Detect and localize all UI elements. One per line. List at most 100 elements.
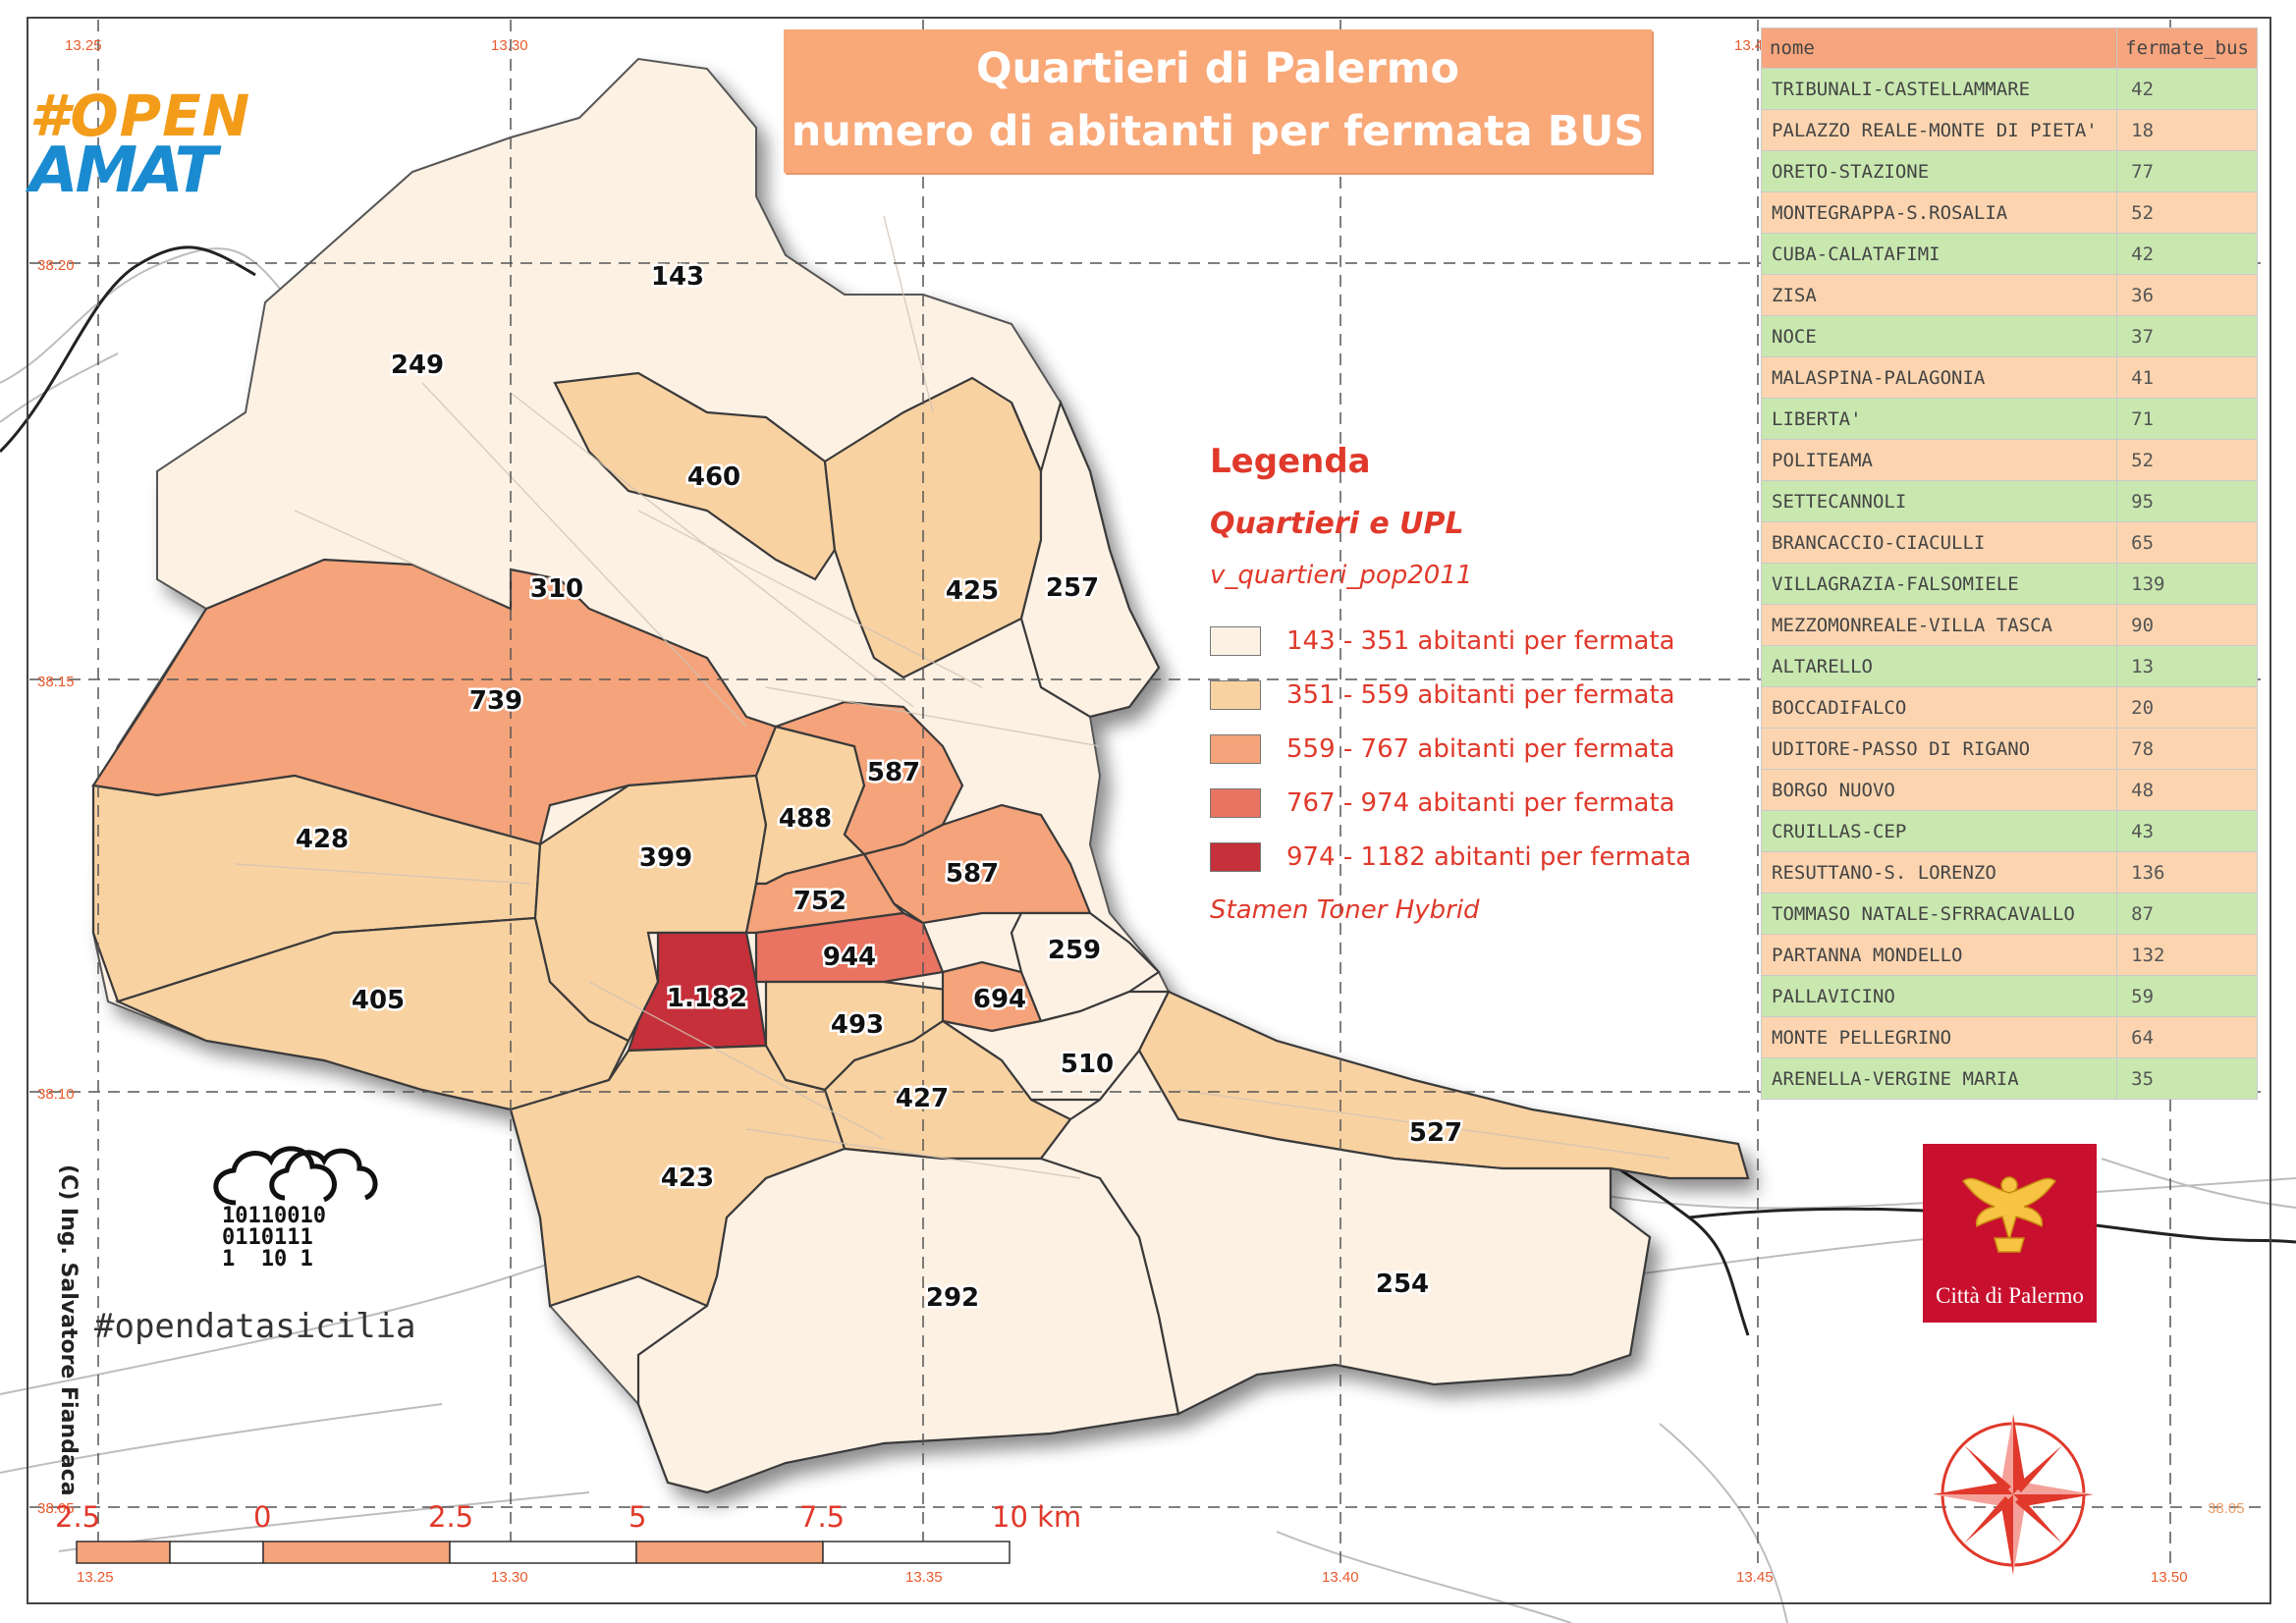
- legend-item: 143 - 351 abitanti per fermata: [1210, 614, 1721, 668]
- table-row: BORGO NUOVO 48: [1760, 769, 2258, 811]
- legend-swatch: [1210, 787, 1261, 818]
- table-row: CUBA-CALATAFIMI 42: [1760, 233, 2258, 275]
- legend-item: 974 - 1182 abitanti per fermata: [1210, 830, 1721, 884]
- legend-label: 143 - 351 abitanti per fermata: [1286, 625, 1675, 656]
- cell-fermate: 52: [2116, 439, 2258, 481]
- value-label: 405: [352, 986, 405, 1015]
- value-label: 292: [926, 1283, 979, 1313]
- value-label: 488: [779, 804, 832, 834]
- value-label: 254: [1376, 1270, 1429, 1299]
- table-row: RESUTTANO-S. LORENZO 136: [1760, 851, 2258, 893]
- cell-fermate: 18: [2116, 109, 2258, 151]
- value-label: 259: [1048, 936, 1101, 965]
- eagle-emblem-icon: [1961, 1176, 2057, 1253]
- cell-nome: RESUTTANO-S. LORENZO: [1760, 851, 2118, 893]
- value-label: 752: [793, 887, 847, 916]
- table-row: TRIBUNALI-CASTELLAMMARE 42: [1760, 68, 2258, 110]
- cell-nome: PARTANNA MONDELLO: [1760, 934, 2118, 976]
- scale-label: 5: [629, 1500, 647, 1534]
- hashtag: #opendatasicilia: [94, 1307, 416, 1346]
- quartiere-254: [1039, 1049, 1652, 1416]
- cell-fermate: 64: [2116, 1016, 2258, 1058]
- bits-line: 1 10 1: [222, 1247, 313, 1271]
- quartiere-labels: 143 249 460 310 425 257 739 587 488 428 …: [293, 260, 1464, 1316]
- cell-fermate: 90: [2116, 604, 2258, 646]
- cell-nome: MEZZOMONREALE-VILLA TASCA: [1760, 604, 2118, 646]
- lon-tick: 13.30: [491, 1569, 528, 1586]
- cell-fermate: 77: [2116, 150, 2258, 192]
- cell-fermate: 20: [2116, 686, 2258, 729]
- value-label: 587: [867, 758, 920, 787]
- value-label: 510: [1061, 1050, 1114, 1079]
- basemap-credit: Stamen Toner Hybrid: [1210, 895, 1480, 925]
- compass-rose-icon: [1933, 1414, 2094, 1575]
- cell-nome: VILLAGRAZIA-FALSOMIELE: [1760, 563, 2118, 605]
- legend-label: 974 - 1182 abitanti per fermata: [1286, 841, 1692, 872]
- cell-nome: POLITEAMA: [1760, 439, 2118, 481]
- legend-label: 767 - 974 abitanti per fermata: [1286, 787, 1675, 818]
- scale-label: 10 km: [992, 1500, 1082, 1534]
- table-row: MALASPINA-PALAGONIA 41: [1760, 356, 2258, 399]
- value-label: 428: [296, 825, 349, 854]
- city-name: Città di Palermo: [1936, 1283, 2084, 1308]
- cell-fermate: 52: [2116, 191, 2258, 234]
- cell-nome: ZISA: [1760, 274, 2118, 316]
- cell-nome: TRIBUNALI-CASTELLAMMARE: [1760, 68, 2118, 110]
- table-row: LIBERTA' 71: [1760, 398, 2258, 440]
- legend: Legenda Quartieri e UPL v_quartieri_pop2…: [1210, 442, 1721, 925]
- cell-nome: ORETO-STAZIONE: [1760, 150, 2118, 192]
- legend-swatch: [1210, 625, 1261, 656]
- table-row: BOCCADIFALCO 20: [1760, 686, 2258, 729]
- table-row: CRUILLAS-CEP 43: [1760, 810, 2258, 852]
- value-label: 587: [946, 859, 999, 889]
- table-row: BRANCACCIO-CIACULLI 65: [1760, 521, 2258, 564]
- value-label: 427: [896, 1084, 949, 1113]
- cell-nome: NOCE: [1760, 315, 2118, 357]
- cell-fermate: 35: [2116, 1057, 2258, 1100]
- table-header: nome fermate_bus: [1760, 27, 2258, 69]
- cell-fermate: 37: [2116, 315, 2258, 357]
- title-line-1: Quartieri di Palermo: [975, 44, 1460, 93]
- header-fermate: fermate_bus: [2116, 27, 2258, 69]
- cell-nome: BORGO NUOVO: [1760, 769, 2118, 811]
- value-label: 423: [661, 1163, 714, 1193]
- logo-line-2: AMAT: [29, 135, 217, 207]
- cell-nome: PALAZZO REALE-MONTE DI PIETA': [1760, 109, 2118, 151]
- table-row: VILLAGRAZIA-FALSOMIELE 139: [1760, 563, 2258, 605]
- value-label: 944: [823, 943, 876, 972]
- copyright-text: (C) Ing. Salvatore Fiandaca: [56, 1164, 81, 1496]
- legend-item: 351 - 559 abitanti per fermata: [1210, 668, 1721, 722]
- cell-nome: MALASPINA-PALAGONIA: [1760, 356, 2118, 399]
- value-label: 310: [530, 574, 583, 604]
- header-nome: nome: [1760, 27, 2118, 69]
- legend-swatch: [1210, 733, 1261, 764]
- opendata-bits: 10110010 0110111 1 10 1: [222, 1206, 326, 1271]
- legend-subtitle: Quartieri e UPL: [1210, 507, 1464, 541]
- legend-label: 351 - 559 abitanti per fermata: [1286, 679, 1675, 710]
- cell-fermate: 136: [2116, 851, 2258, 893]
- city-logo: Città di Palermo: [1923, 1144, 2097, 1323]
- lat-tick: 38.05: [2208, 1500, 2245, 1517]
- table-row: UDITORE-PASSO DI RIGANO 78: [1760, 728, 2258, 770]
- value-label: 739: [469, 686, 522, 716]
- lat-tick: 38.10: [37, 1086, 75, 1103]
- quartieri: [91, 371, 1750, 1494]
- lon-tick: 13.30: [491, 37, 528, 54]
- table-row: POLITEAMA 52: [1760, 439, 2258, 481]
- lat-tick: 38.20: [37, 257, 75, 274]
- cell-fermate: 48: [2116, 769, 2258, 811]
- cell-fermate: 13: [2116, 645, 2258, 687]
- cell-nome: UDITORE-PASSO DI RIGANO: [1760, 728, 2118, 770]
- scale-label: 0: [253, 1500, 272, 1534]
- table-row: ZISA 36: [1760, 274, 2258, 316]
- cell-nome: CRUILLAS-CEP: [1760, 810, 2118, 852]
- cell-fermate: 87: [2116, 893, 2258, 935]
- cell-nome: PALLAVICINO: [1760, 975, 2118, 1017]
- table-row: MONTEGRAPPA-S.ROSALIA 52: [1760, 191, 2258, 234]
- table-row: MONTE PELLEGRINO 64: [1760, 1016, 2258, 1058]
- table-row: NOCE 37: [1760, 315, 2258, 357]
- table-row: MEZZOMONREALE-VILLA TASCA 90: [1760, 604, 2258, 646]
- quartiere-944: [754, 911, 945, 984]
- cell-fermate: 132: [2116, 934, 2258, 976]
